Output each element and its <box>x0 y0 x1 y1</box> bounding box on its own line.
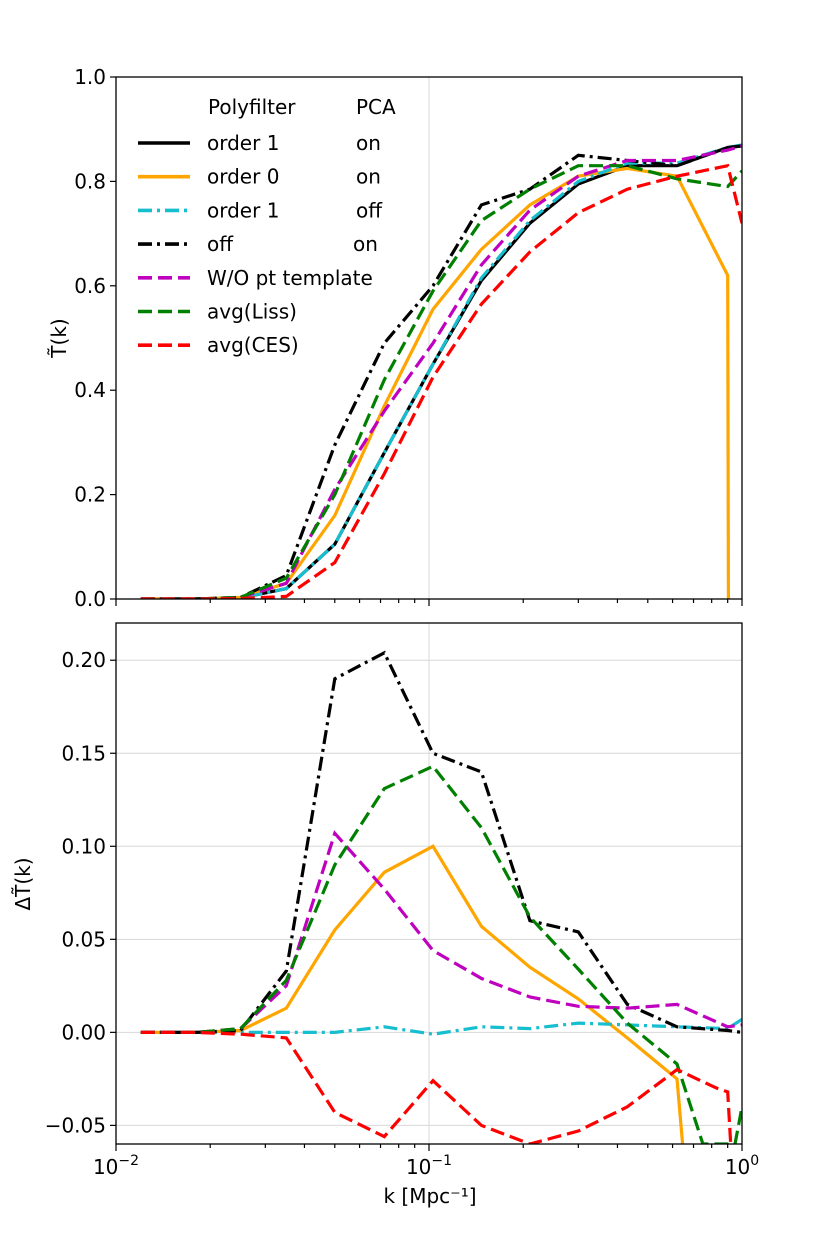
legend-pca-s3: off <box>356 198 383 222</box>
legend-pca-s2: on <box>356 165 381 189</box>
x-tick-exponent: −1 <box>431 1153 452 1169</box>
legend-label-s2: order 0 <box>207 165 279 189</box>
x-tick-base: 10 <box>406 1155 431 1179</box>
bottom-series-s3-line <box>140 1017 742 1036</box>
legend-header-pca: PCA <box>356 95 396 119</box>
bottom-y-tick-label: 0.15 <box>61 741 106 765</box>
legend-header-polyfilter: Polyfilter <box>208 95 296 119</box>
top-y-tick-label: 0.6 <box>74 274 106 298</box>
x-tick-base: 10 <box>725 1155 750 1179</box>
top-ticks: 0.0 0.2 0.4 0.6 0.8 1.0 <box>74 65 743 611</box>
top-series-s3-line <box>140 143 742 599</box>
bottom-y-tick-label: 0.00 <box>61 1020 106 1044</box>
legend-label-s7: avg(CES) <box>207 333 299 357</box>
bottom-series-s4-line <box>140 650 742 1035</box>
top-panel: 0.00.20.40.60.81.0 T̃(k) Polyfilter PCA … <box>47 65 743 611</box>
bottom-x-tick-label: 100 <box>725 1153 759 1179</box>
top-y-tick-label: 1.0 <box>74 65 106 89</box>
bottom-y-tick-label: 0.10 <box>61 834 106 858</box>
legend-label-s6: avg(Liss) <box>207 300 297 324</box>
top-series-s7-line <box>140 163 742 599</box>
bottom-x-tick-label: 10−1 <box>406 1153 452 1179</box>
legend-pca-s1: on <box>356 131 381 155</box>
legend-label-s5: W/O pt template <box>207 266 373 290</box>
bottom-x-axis-label: k [Mpc⁻¹] <box>383 1184 476 1208</box>
bottom-series-s2-line <box>140 844 685 1144</box>
x-tick-base: 10 <box>93 1155 118 1179</box>
bottom-x-tick-label: 10−2 <box>93 1153 139 1179</box>
bottom-grid <box>116 623 742 1144</box>
bottom-y-tick-label: 0.05 <box>61 927 106 951</box>
top-y-axis-label: T̃(k) <box>47 318 71 358</box>
bottom-y-tick-label: −0.05 <box>45 1113 106 1137</box>
top-y-tick-label: 0.2 <box>74 483 106 507</box>
bottom-y-axis-label: ΔT̃(k) <box>11 857 35 910</box>
legend-entries: order 1 on order 0 on order 1 off off on W/O pt … <box>138 131 383 357</box>
bottom-y-tick-label: 0.20 <box>61 648 106 672</box>
bottom-series-s7-line <box>140 1030 733 1144</box>
bottom-series-group <box>140 650 742 1144</box>
top-series-group <box>140 143 742 599</box>
bottom-series-s6-line <box>140 764 742 1144</box>
x-tick-exponent: −2 <box>118 1153 139 1169</box>
top-y-tick-label: 0.4 <box>74 378 106 402</box>
legend-label-s3: order 1 <box>207 198 279 222</box>
x-tick-exponent: 0 <box>750 1153 759 1169</box>
top-y-tick-label: 0.8 <box>74 169 106 193</box>
legend-label-s1: order 1 <box>207 131 279 155</box>
top-y-tick-label: 0.0 <box>74 587 106 611</box>
legend-label-s4: off <box>207 232 234 256</box>
top-series-s6-line <box>140 164 742 599</box>
legend-pca-s4: on <box>353 232 378 256</box>
